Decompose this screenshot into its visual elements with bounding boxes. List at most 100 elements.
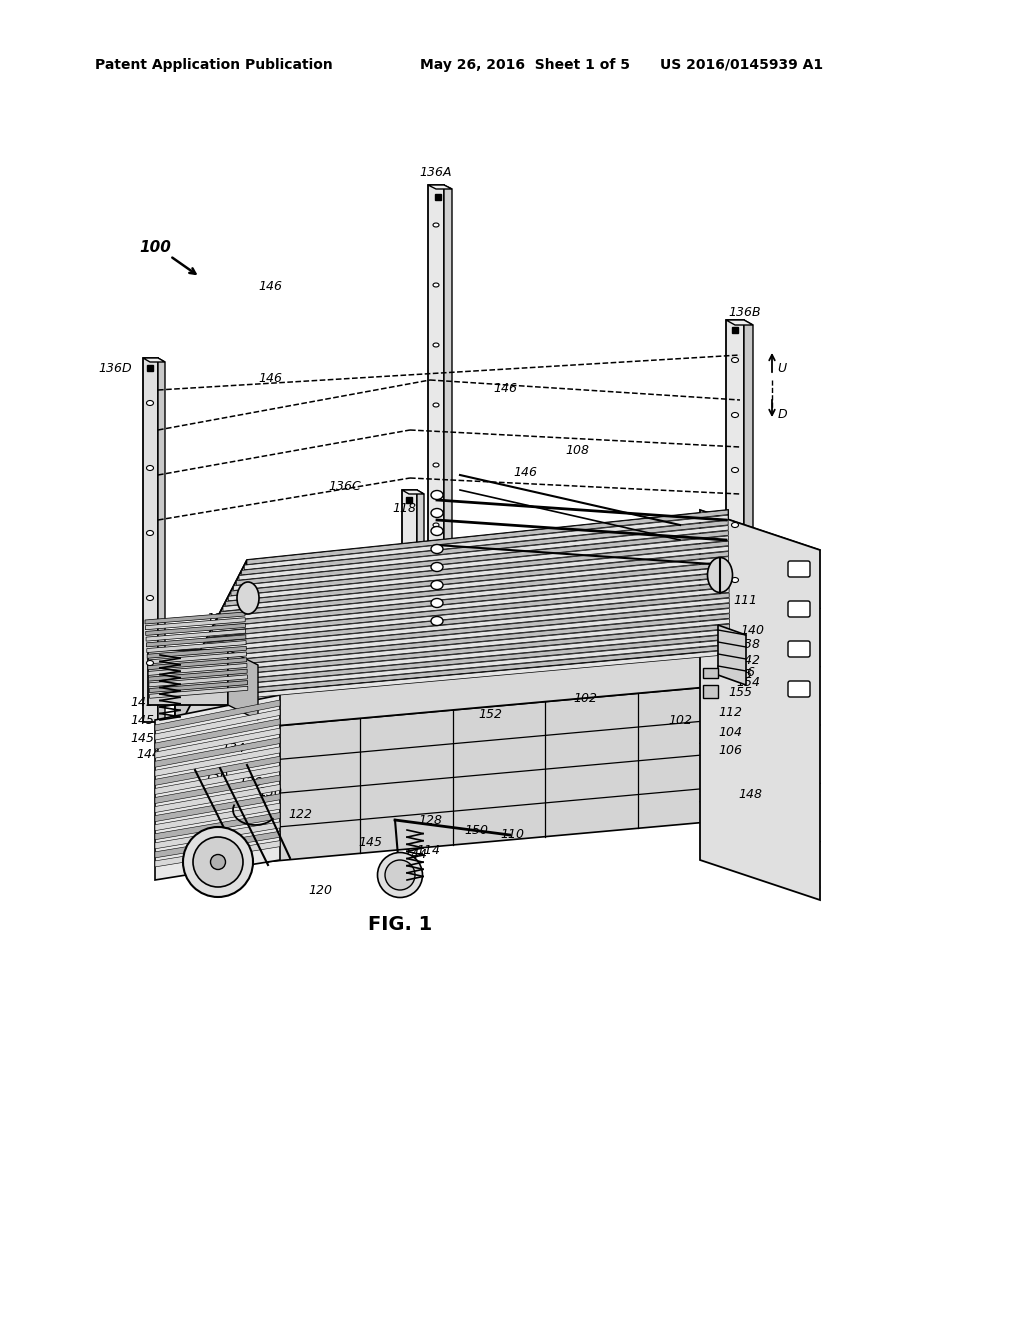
Text: 154: 154 xyxy=(736,676,760,689)
Polygon shape xyxy=(402,490,417,770)
Polygon shape xyxy=(220,562,729,616)
Text: 120: 120 xyxy=(308,883,332,896)
Polygon shape xyxy=(155,700,280,731)
Ellipse shape xyxy=(431,581,443,590)
Ellipse shape xyxy=(431,544,443,553)
Text: 102: 102 xyxy=(573,692,597,705)
Ellipse shape xyxy=(146,660,154,665)
Polygon shape xyxy=(155,775,280,804)
Polygon shape xyxy=(175,560,247,735)
Text: 102: 102 xyxy=(668,714,692,726)
Ellipse shape xyxy=(708,557,732,593)
Text: 144: 144 xyxy=(403,849,427,862)
Polygon shape xyxy=(239,525,728,579)
Text: 145: 145 xyxy=(130,714,154,726)
Ellipse shape xyxy=(183,828,253,898)
Polygon shape xyxy=(148,669,247,681)
Text: 134: 134 xyxy=(221,742,245,755)
Polygon shape xyxy=(145,618,245,630)
Polygon shape xyxy=(402,490,424,494)
Text: 146: 146 xyxy=(258,371,282,384)
Polygon shape xyxy=(175,685,730,870)
Polygon shape xyxy=(726,319,744,640)
Polygon shape xyxy=(225,552,729,606)
Ellipse shape xyxy=(731,523,738,528)
Text: May 26, 2016  Sheet 1 of 5: May 26, 2016 Sheet 1 of 5 xyxy=(420,58,630,73)
Ellipse shape xyxy=(431,508,443,517)
Polygon shape xyxy=(145,623,246,635)
Polygon shape xyxy=(155,841,280,867)
Ellipse shape xyxy=(385,861,415,890)
Polygon shape xyxy=(150,681,248,693)
Text: 114: 114 xyxy=(416,843,440,857)
Text: 104: 104 xyxy=(718,726,742,738)
Polygon shape xyxy=(180,640,730,694)
Text: 144: 144 xyxy=(136,747,160,760)
Ellipse shape xyxy=(433,523,439,527)
Polygon shape xyxy=(223,557,729,611)
Polygon shape xyxy=(155,832,280,858)
Polygon shape xyxy=(183,635,730,689)
Ellipse shape xyxy=(146,531,154,536)
Ellipse shape xyxy=(431,616,443,626)
Ellipse shape xyxy=(237,582,259,614)
Polygon shape xyxy=(148,675,248,686)
Polygon shape xyxy=(148,649,228,705)
Text: 132: 132 xyxy=(282,557,306,569)
Polygon shape xyxy=(155,738,280,767)
Text: 146: 146 xyxy=(258,281,282,293)
Polygon shape xyxy=(155,822,280,849)
Polygon shape xyxy=(175,685,783,766)
Text: 136B: 136B xyxy=(729,305,761,318)
Polygon shape xyxy=(185,630,730,684)
Polygon shape xyxy=(700,510,820,900)
Polygon shape xyxy=(175,510,730,700)
Text: 145: 145 xyxy=(358,837,382,850)
Polygon shape xyxy=(218,568,729,622)
Ellipse shape xyxy=(378,853,423,898)
Text: 108: 108 xyxy=(565,444,589,457)
Polygon shape xyxy=(155,813,280,840)
Polygon shape xyxy=(744,319,753,645)
Polygon shape xyxy=(155,766,280,795)
Text: 120: 120 xyxy=(208,862,232,874)
Polygon shape xyxy=(175,649,730,735)
Ellipse shape xyxy=(146,595,154,601)
Polygon shape xyxy=(210,582,729,638)
Polygon shape xyxy=(146,640,246,652)
Ellipse shape xyxy=(731,578,738,582)
Ellipse shape xyxy=(731,467,738,473)
Ellipse shape xyxy=(431,491,443,499)
Text: 136C: 136C xyxy=(329,480,361,494)
Text: 140: 140 xyxy=(740,623,764,636)
Text: 136A: 136A xyxy=(420,165,453,178)
Text: 142: 142 xyxy=(736,653,760,667)
Text: 112: 112 xyxy=(718,705,742,718)
Polygon shape xyxy=(205,593,729,648)
Polygon shape xyxy=(199,603,729,657)
Text: 122: 122 xyxy=(288,808,312,821)
Polygon shape xyxy=(155,756,280,785)
Ellipse shape xyxy=(433,463,439,467)
Text: 145: 145 xyxy=(130,731,154,744)
Text: 100: 100 xyxy=(139,240,171,256)
Polygon shape xyxy=(245,515,728,570)
Polygon shape xyxy=(155,793,280,821)
Polygon shape xyxy=(202,598,729,652)
Polygon shape xyxy=(148,664,247,676)
Polygon shape xyxy=(155,696,280,880)
Polygon shape xyxy=(212,577,729,632)
Ellipse shape xyxy=(431,562,443,572)
Polygon shape xyxy=(194,614,729,668)
Polygon shape xyxy=(191,619,729,673)
FancyBboxPatch shape xyxy=(788,681,810,697)
Text: 152: 152 xyxy=(478,709,502,722)
Polygon shape xyxy=(155,709,280,741)
Polygon shape xyxy=(233,536,728,590)
Ellipse shape xyxy=(211,854,225,870)
Text: 148: 148 xyxy=(738,788,762,801)
Polygon shape xyxy=(155,747,280,776)
Polygon shape xyxy=(155,784,280,813)
Text: 130: 130 xyxy=(258,785,282,799)
Polygon shape xyxy=(143,358,158,722)
